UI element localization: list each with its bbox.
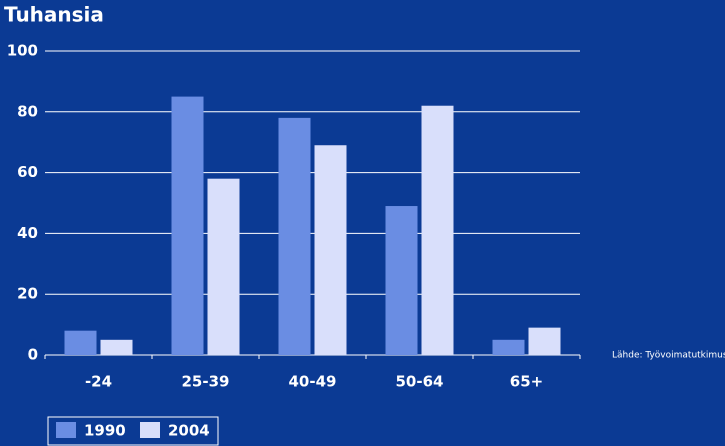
bar — [528, 327, 561, 355]
bar — [492, 339, 525, 355]
bar — [385, 206, 418, 355]
legend-box — [47, 416, 219, 446]
x-tick-label: 40-49 — [289, 373, 337, 391]
bar — [64, 330, 97, 355]
y-tick-label: 60 — [17, 163, 38, 181]
bar — [100, 339, 133, 355]
y-tick-label: 80 — [17, 102, 38, 120]
legend-label: 1990 — [84, 422, 126, 440]
y-tick-label: 100 — [7, 42, 38, 60]
chart-title: Tuhansia — [4, 3, 104, 27]
bar — [314, 145, 347, 355]
x-tick-label: 25-39 — [182, 373, 230, 391]
source-note: Lähde: Työvoimatutkimus — [612, 351, 725, 361]
y-tick-label: 40 — [17, 224, 38, 242]
legend-label: 2004 — [168, 422, 210, 440]
y-tick-label: 20 — [17, 285, 38, 303]
legend-swatch — [140, 422, 160, 438]
x-tick-label: -24 — [85, 373, 112, 391]
y-tick-label: 0 — [28, 346, 38, 364]
bar — [171, 96, 204, 355]
x-tick-label: 65+ — [510, 373, 543, 391]
x-tick-label: 50-64 — [396, 373, 444, 391]
legend-swatch — [56, 422, 76, 438]
bar — [278, 117, 311, 355]
bar — [207, 178, 240, 355]
bar — [421, 105, 454, 355]
